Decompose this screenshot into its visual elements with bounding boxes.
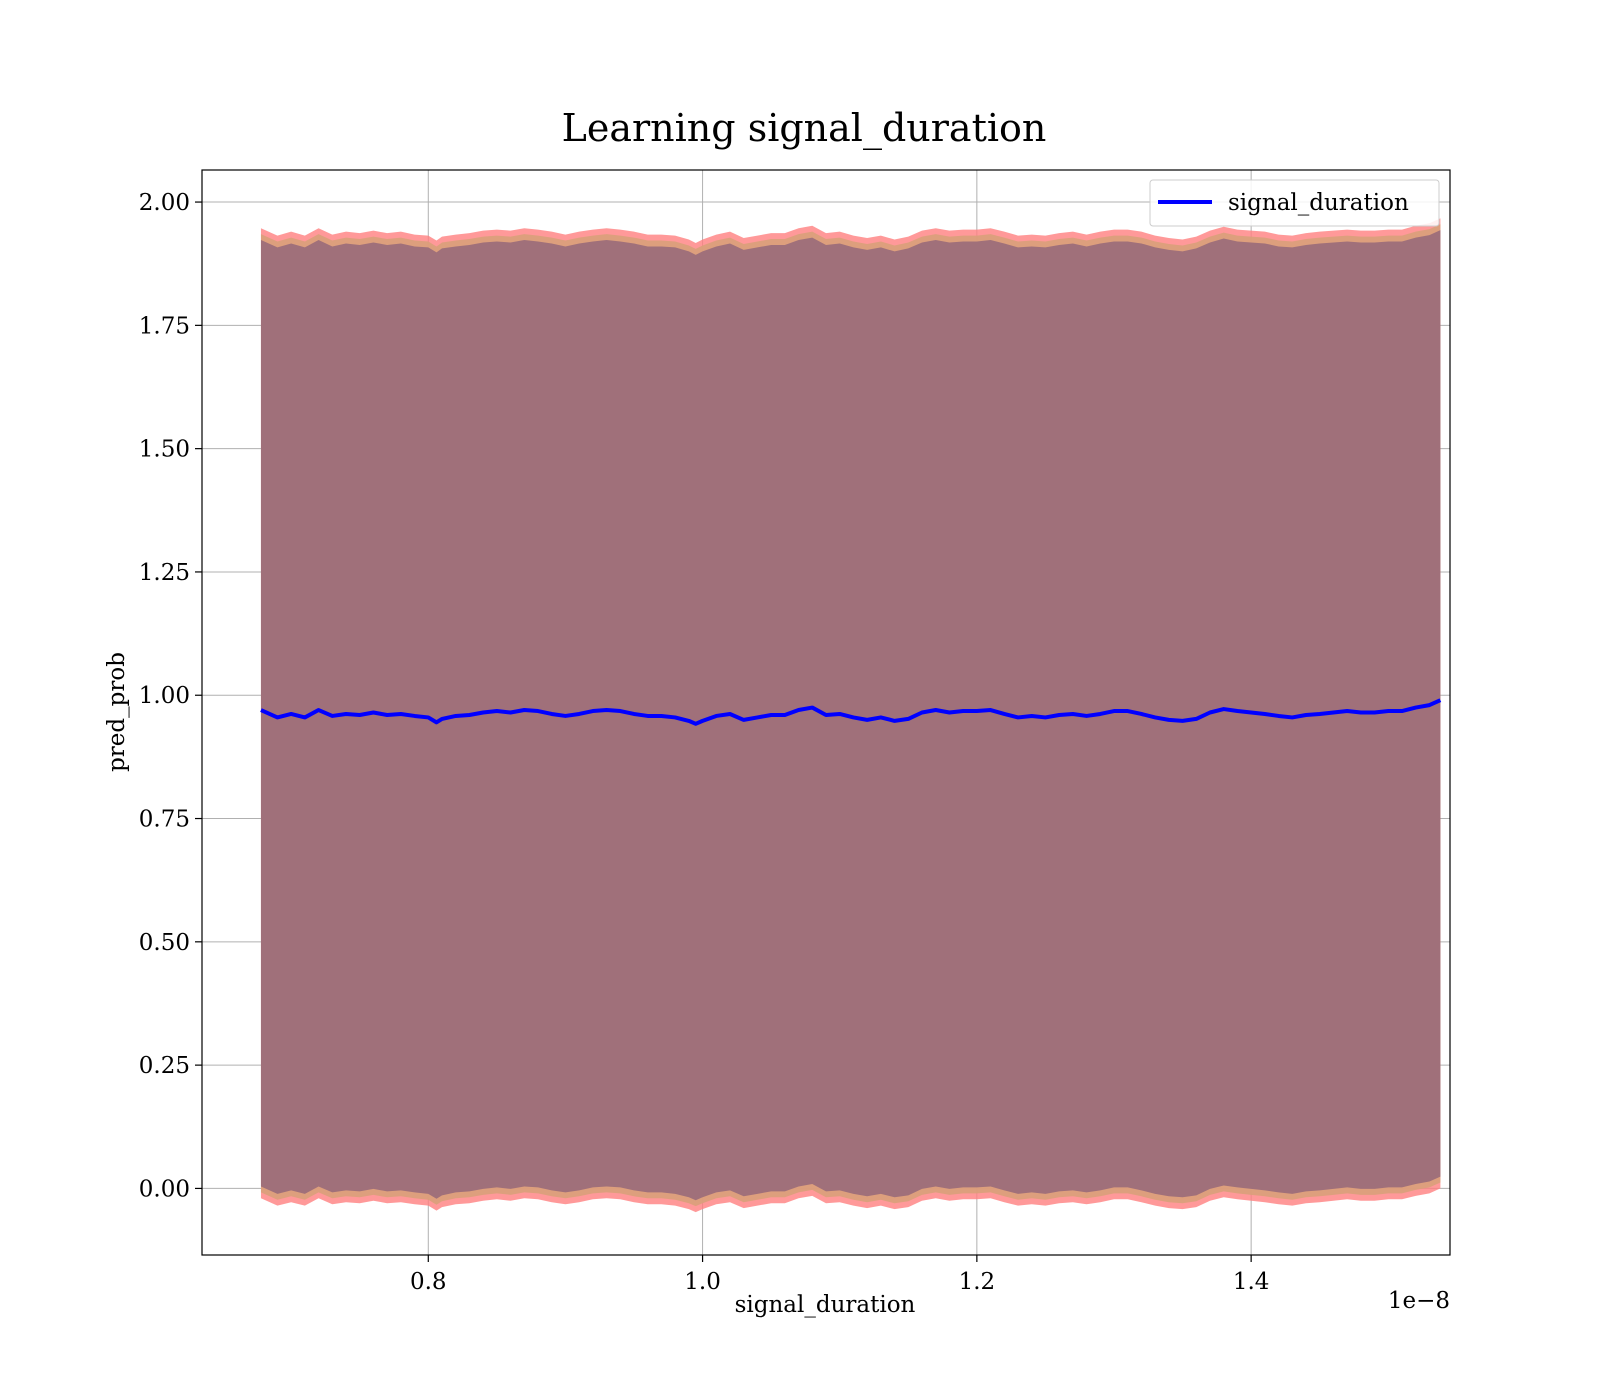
y-tick-label: 1.75 (139, 313, 190, 339)
x-axis-ticks: 0.8 1.0 1.2 1.4 (410, 1255, 1269, 1295)
y-tick-label: 0.50 (139, 930, 190, 956)
y-axis-ticks: 0.00 0.25 0.50 0.75 1.00 1.25 1.50 1.75 2.00 (139, 190, 202, 1202)
y-tick-label: 0.75 (139, 807, 190, 833)
x-axis-offset-text: 1e−8 (1388, 1288, 1450, 1314)
x-axis-label: signal_duration (735, 1292, 916, 1318)
x-tick-label: 1.4 (1233, 1269, 1270, 1295)
y-tick-label: 1.50 (139, 437, 190, 463)
chart-title: Learning signal_duration (562, 106, 1047, 151)
x-tick-label: 0.8 (410, 1269, 447, 1295)
plot-frame (201, 169, 1451, 1256)
legend-label-signal-duration: signal_duration (1228, 190, 1409, 216)
y-tick-label: 1.00 (139, 683, 190, 709)
legend-box (1149, 179, 1440, 227)
y-tick-label: 0.00 (139, 1176, 190, 1202)
x-tick-label: 1.2 (959, 1269, 996, 1295)
series-line-signal-duration (260, 698, 1442, 726)
x-tick-label: 1.0 (684, 1269, 721, 1295)
legend: signal_duration (1149, 179, 1440, 227)
y-tick-label: 2.00 (139, 190, 190, 216)
y-axis-label: pred_prob (104, 652, 130, 772)
y-tick-label: 1.25 (139, 560, 190, 586)
y-tick-label: 0.25 (139, 1053, 190, 1079)
series-lines (260, 698, 1442, 726)
